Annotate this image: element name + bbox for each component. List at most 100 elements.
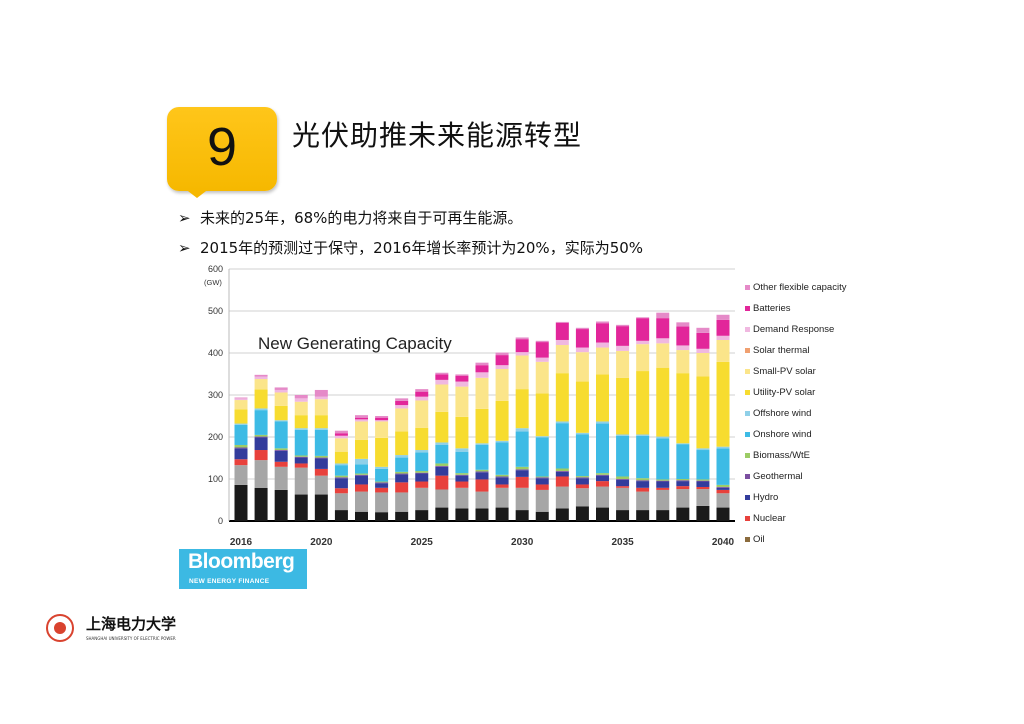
chart-title: New Generating Capacity — [258, 334, 452, 353]
bar-segment — [274, 489, 288, 521]
bar-segment — [656, 487, 670, 490]
bullet-arrow-icon: ➢ — [178, 209, 191, 227]
bar-segment — [234, 400, 248, 410]
legend-swatch — [745, 411, 750, 416]
bar-segment — [716, 361, 730, 447]
bar-segment — [355, 439, 368, 459]
bar-segment — [596, 473, 609, 475]
bar-segment — [254, 487, 268, 521]
bar-segment — [555, 345, 569, 374]
bar-segment — [314, 458, 328, 469]
bar-segment — [294, 401, 308, 416]
legend-label: Biomass/WtE — [753, 450, 810, 461]
bar-segment — [495, 400, 509, 441]
y-tick-label: 300 — [208, 390, 223, 400]
legend-label: Demand Response — [753, 324, 834, 335]
bar-segment — [716, 484, 730, 487]
bar-segment — [495, 507, 509, 521]
bar-segment — [415, 487, 429, 511]
bar-segment — [535, 489, 549, 512]
bar-segment — [254, 460, 268, 488]
bar-segment — [355, 421, 368, 440]
bar-segment — [435, 465, 449, 467]
bar-segment — [636, 480, 650, 482]
bar-segment — [435, 466, 449, 476]
legend-swatch — [745, 306, 750, 311]
bar-segment — [616, 434, 630, 436]
badge-tail — [184, 188, 210, 198]
bar-segment — [395, 474, 409, 483]
bar-segment — [495, 368, 509, 401]
section-number-badge: 9 — [167, 107, 277, 191]
bar-segment — [294, 457, 308, 464]
bar-segment — [495, 355, 509, 366]
bar-segment — [334, 438, 348, 452]
bar-segment — [676, 479, 690, 481]
y-tick-label: 100 — [208, 474, 223, 484]
bar-segment — [415, 391, 429, 397]
bar-segment — [535, 393, 549, 437]
bar-segment — [656, 510, 670, 521]
bar-segment — [435, 379, 449, 385]
bar-segment — [535, 340, 549, 343]
bar-segment — [234, 398, 248, 401]
bar-segment — [314, 475, 328, 495]
bar-segment — [435, 384, 449, 412]
bar-segment — [355, 417, 368, 420]
bar-segment — [314, 389, 328, 397]
legend-swatch — [745, 327, 750, 332]
bar-segment — [616, 345, 630, 351]
bar-segment — [435, 372, 449, 375]
university-name-en: SHANGHAI UNIVERSITY OF ELECTRIC POWER — [86, 636, 176, 641]
bar-segment — [334, 451, 348, 464]
bar-segment — [575, 488, 589, 507]
bar-segment — [294, 456, 308, 458]
bar-segment — [716, 319, 730, 336]
bar-segment — [676, 443, 690, 445]
bar-segment — [656, 318, 670, 339]
bar-segment — [475, 372, 489, 378]
bar-segment — [716, 448, 730, 485]
bar-segment — [535, 478, 549, 485]
legend-label: Solar thermal — [753, 345, 810, 356]
bar-segment — [375, 417, 389, 421]
bar-segment — [334, 435, 348, 439]
bar-segment — [575, 506, 589, 521]
bar-segment — [616, 435, 630, 477]
bar-segment — [455, 474, 469, 476]
bar-segment — [435, 374, 449, 380]
bar-segment — [716, 335, 730, 340]
bar-segment — [696, 353, 710, 377]
bar-segment — [455, 386, 469, 417]
bar-segment — [515, 431, 529, 467]
bar-segment — [455, 451, 469, 474]
bar-segment — [375, 466, 389, 469]
bloomberg-logo-sub: NEW ENERGY FINANCE — [189, 578, 270, 585]
bar-segment — [716, 339, 730, 362]
bar-segment — [334, 477, 348, 479]
bar-segment — [274, 420, 288, 422]
bar-segment — [274, 421, 288, 449]
legend-swatch — [745, 516, 750, 521]
bar-segment — [515, 428, 529, 432]
bar-segment — [334, 478, 348, 489]
bar-segment — [314, 428, 328, 430]
bar-segment — [435, 475, 449, 490]
bar-segment — [395, 511, 409, 521]
bar-segment — [375, 416, 389, 418]
bar-segment — [455, 448, 469, 452]
bar-segment — [395, 492, 409, 512]
bar-segment — [274, 387, 288, 390]
bar-segment — [234, 459, 248, 466]
bar-segment — [415, 481, 429, 488]
bar-segment — [274, 450, 288, 451]
bar-segment — [575, 432, 589, 435]
legend-swatch — [745, 390, 750, 395]
bar-segment — [294, 428, 308, 430]
bar-segment — [616, 487, 630, 511]
bar-segment — [234, 424, 248, 445]
bar-segment — [656, 338, 670, 344]
bar-segment — [676, 322, 690, 327]
bar-segment — [656, 367, 670, 437]
bar-segment — [274, 461, 288, 467]
